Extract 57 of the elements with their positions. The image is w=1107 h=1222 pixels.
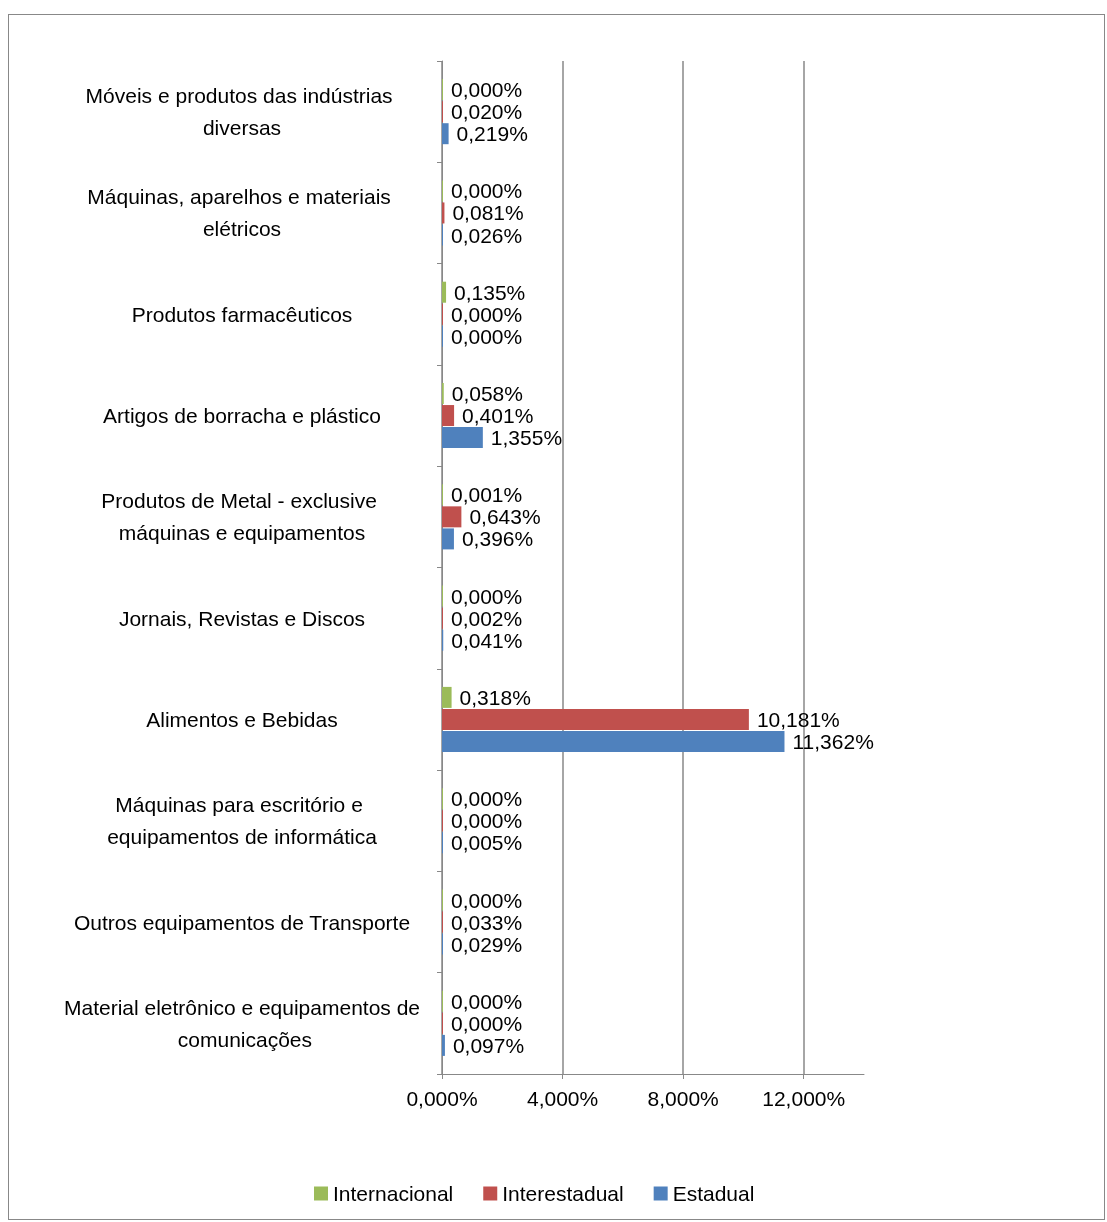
data-label: 0,000%: [451, 179, 523, 203]
data-label: 0,000%: [451, 1011, 523, 1035]
legend-label: Interestadual: [502, 1182, 624, 1205]
data-label: 0,005%: [451, 831, 523, 855]
bar: [442, 405, 455, 427]
data-label: 0,081%: [452, 201, 524, 225]
data-label: 0,000%: [451, 989, 523, 1013]
data-label: 0,029%: [451, 932, 523, 956]
y-tick-label: Alimentos e Bebidas: [146, 707, 338, 731]
data-label: 0,135%: [454, 280, 526, 304]
data-label: 0,002%: [451, 606, 523, 630]
bar: [442, 731, 785, 752]
bar: [442, 506, 462, 528]
data-label: 10,181%: [756, 707, 840, 731]
bar: [442, 708, 749, 730]
data-label: 0,318%: [459, 685, 531, 709]
y-tick-label: Jornais, Revistas e Discos: [118, 606, 366, 630]
x-tick-label: 0,000%: [406, 1087, 478, 1110]
bar: [442, 1034, 445, 1056]
y-tick-label: Móveis e produtos das indústrias diversas: [85, 84, 399, 140]
data-label: 1,355%: [490, 426, 563, 450]
data-label: 0,000%: [451, 78, 523, 102]
bar: [442, 281, 447, 303]
data-label: 0,000%: [451, 584, 523, 608]
data-label: 0,000%: [451, 324, 523, 348]
data-label: 0,219%: [456, 122, 528, 146]
data-label: 0,401%: [462, 404, 534, 428]
x-tick-label: 12,000%: [762, 1087, 846, 1110]
y-tick-label: Máquinas para escritório e equipamentos de informática: [107, 793, 378, 849]
data-label: 0,041%: [451, 628, 523, 652]
bar: [442, 427, 483, 449]
bar: [442, 528, 454, 550]
data-label: 0,000%: [451, 787, 523, 811]
y-tick-label: Produtos de Metal - exclusive máquinas e equipamentos: [101, 489, 383, 545]
data-label: 0,000%: [451, 809, 523, 833]
bar: [442, 123, 449, 145]
data-label: 0,026%: [451, 223, 523, 247]
data-label: 0,001%: [451, 483, 523, 507]
bar: [442, 686, 452, 708]
legend-label: Estadual: [672, 1182, 755, 1205]
data-label: 0,000%: [451, 888, 523, 912]
x-tick-label: 8,000%: [647, 1087, 719, 1110]
y-tick-label: Outros equipamentos de Transporte: [73, 910, 411, 934]
data-label: 0,058%: [451, 382, 523, 405]
data-label: 0,396%: [461, 527, 534, 551]
y-tick-label: Artigos de borracha e plástico: [103, 404, 381, 428]
data-label: 0,020%: [451, 100, 523, 124]
data-label: 0,000%: [451, 302, 523, 326]
y-tick-label: Máquinas, aparelhos e materiais elétricos: [87, 185, 397, 241]
data-label: 0,097%: [452, 1033, 525, 1057]
x-tick-label: 4,000%: [526, 1087, 599, 1110]
legend-label: Internacional: [333, 1182, 454, 1205]
data-label: 0,643%: [469, 505, 541, 529]
data-label: 11,362%: [792, 730, 874, 753]
y-tick-label: Produtos farmacêuticos: [131, 302, 353, 326]
y-tick-label: Material eletrônico e equipamentos de comunicações: [63, 995, 421, 1051]
data-label: 0,033%: [451, 910, 523, 934]
